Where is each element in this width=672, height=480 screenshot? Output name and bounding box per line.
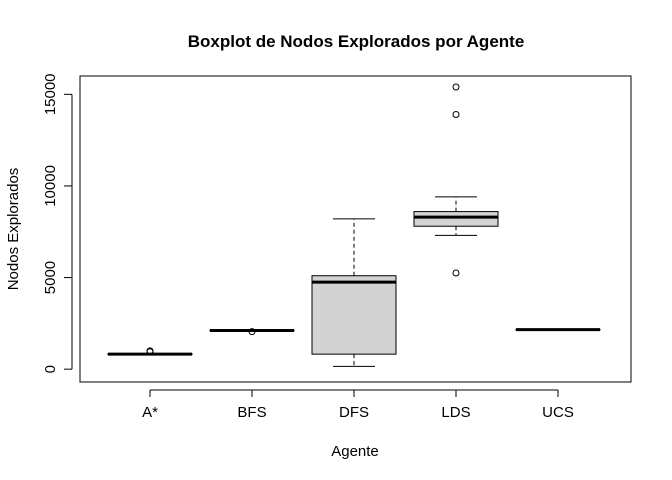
y-tick-label: 10000 — [42, 165, 59, 207]
outlier-point — [248, 328, 256, 336]
x-tick-label: DFS — [339, 404, 369, 421]
x-tick-label: UCS — [542, 404, 574, 421]
y-axis-title: Nodos Explorados — [5, 168, 22, 291]
y-tick-label: 5000 — [42, 261, 59, 294]
boxes-layer — [107, 83, 601, 367]
y-tick-label: 0 — [42, 365, 59, 373]
outlier-point — [452, 110, 460, 118]
x-tick-label: LDS — [441, 404, 470, 421]
box-lds — [413, 83, 499, 277]
box-ucs — [515, 328, 601, 332]
x-tick-label: BFS — [237, 404, 266, 421]
outlier-point — [146, 347, 154, 355]
x-axis-title: Agente — [331, 443, 379, 460]
x-tick-label: A* — [142, 404, 158, 421]
box-iqr — [311, 275, 397, 355]
y-axis: 0 5000 10000 15000 — [42, 73, 73, 373]
box-iqr — [413, 211, 499, 227]
outlier-point — [452, 83, 460, 91]
plot-frame — [79, 75, 632, 383]
box-a — [107, 347, 193, 356]
chart-title: Boxplot de Nodos Explorados por Agente — [188, 32, 525, 51]
box-bfs — [209, 328, 295, 336]
box-dfs — [311, 218, 397, 367]
outlier-point — [452, 269, 460, 277]
x-axis: A* BFS DFS LDS UCS — [142, 389, 574, 421]
y-tick-label: 15000 — [42, 73, 59, 115]
